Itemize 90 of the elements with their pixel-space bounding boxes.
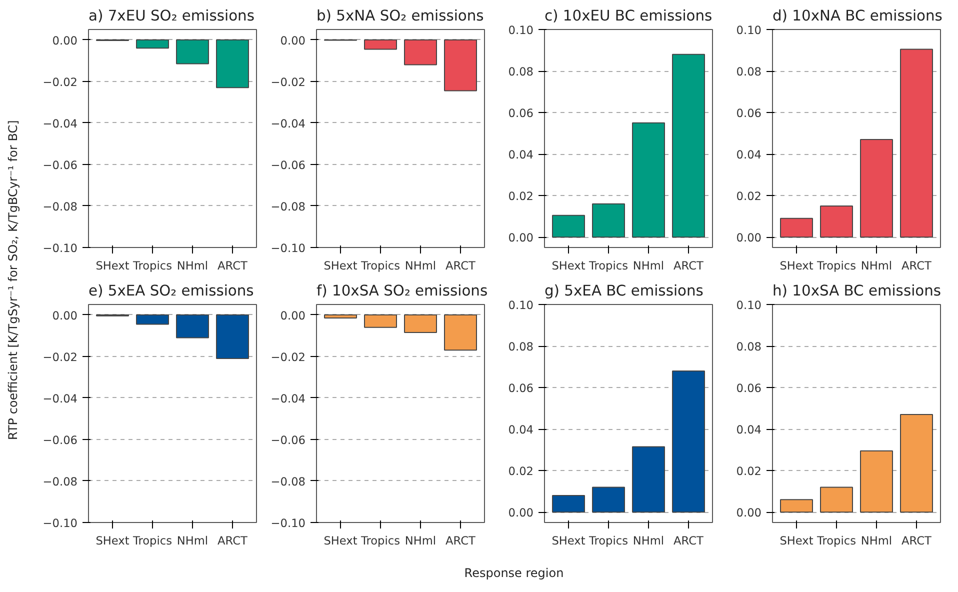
y-tick-label: −0.02	[42, 74, 78, 89]
x-tick-label: SHext	[552, 258, 586, 272]
y-tick-label: −0.08	[270, 199, 306, 214]
x-tick-label: NHml	[176, 258, 208, 272]
y-tick-label: 0.02	[508, 189, 534, 204]
y-tick-label: −0.06	[270, 432, 306, 447]
x-tick-label: SHext	[780, 258, 814, 272]
y-tick-label: −0.04	[270, 116, 306, 130]
y-tick-label: −0.06	[270, 158, 306, 172]
x-tick-label: Tropics	[132, 534, 172, 548]
x-tick-label: NHml	[404, 258, 436, 272]
x-tick-label: NHml	[632, 534, 664, 548]
y-tick-label: 0.06	[508, 381, 534, 396]
y-tick-label: 0.04	[736, 148, 762, 162]
chart-title: d) 10xNA BC emissions	[772, 8, 942, 24]
x-tick-label: SHext	[780, 534, 814, 548]
y-tick-label: 0.00	[736, 506, 762, 520]
x-tick-label: ARCT	[674, 258, 704, 272]
y-tick-label: −0.04	[270, 391, 306, 406]
y-tick-label: 0.06	[736, 106, 762, 120]
y-tick-label: −0.08	[270, 474, 306, 488]
chart-title: a) 7xEU SO₂ emissions	[88, 8, 254, 24]
x-tick-label: Tropics	[360, 534, 400, 548]
y-tick-label: −0.10	[42, 516, 78, 530]
y-tick-label: 0.02	[508, 464, 534, 478]
y-tick-label: 0.00	[736, 230, 762, 245]
x-tick-label: SHext	[552, 534, 586, 548]
y-tick-label: 0.04	[736, 422, 762, 437]
chart-title: e) 5xEA SO₂ emissions	[88, 282, 254, 300]
y-tick-label: −0.04	[42, 116, 78, 130]
y-tick-label: −0.08	[42, 474, 78, 488]
x-tick-label: SHext	[324, 258, 358, 272]
x-tick-label: ARCT	[902, 534, 932, 548]
y-tick-label: −0.04	[42, 391, 78, 406]
x-tick-label: Tropics	[588, 534, 628, 548]
y-tick-label: 0.00	[508, 230, 534, 245]
x-tick-label: SHext	[96, 534, 130, 548]
y-tick-label: 0.08	[508, 64, 534, 79]
y-tick-label: 0.10	[736, 23, 762, 37]
y-tick-label: 0.02	[736, 464, 762, 478]
y-tick-label: 0.10	[508, 23, 534, 37]
y-tick-label: 0.02	[736, 189, 762, 204]
x-tick-label: Tropics	[816, 258, 856, 272]
y-tick-label: 0.06	[736, 381, 762, 396]
y-tick-label: 0.08	[508, 340, 534, 354]
y-tick-label: −0.06	[42, 432, 78, 447]
x-tick-label: ARCT	[674, 534, 704, 548]
x-tick-label: NHml	[176, 534, 208, 548]
y-tick-label: −0.06	[42, 158, 78, 172]
chart-title: b) 5xNA SO₂ emissions	[316, 8, 484, 24]
y-tick-label: −0.02	[42, 350, 78, 364]
x-tick-label: Tropics	[132, 258, 172, 272]
x-tick-label: ARCT	[218, 534, 248, 548]
x-tick-label: Tropics	[588, 258, 628, 272]
y-axis-title: RTP coefficient [K/TgSyr⁻¹ for SO₂, K/TgBCyr⁻¹ for BC]	[5, 120, 21, 440]
x-tick-label: ARCT	[902, 258, 932, 272]
x-tick-label: ARCT	[218, 258, 248, 272]
x-tick-label: NHml	[404, 534, 436, 548]
y-tick-label: −0.02	[270, 74, 306, 89]
y-tick-label: 0.04	[508, 148, 534, 162]
x-tick-label: SHext	[96, 258, 130, 272]
chart-title: c) 10xEU BC emissions	[544, 8, 712, 24]
y-tick-label: 0.08	[736, 64, 762, 79]
chart-title: h) 10xSA BC emissions	[772, 282, 942, 300]
chart-title: f) 10xSA SO₂ emissions	[316, 282, 488, 300]
y-tick-label: −0.10	[42, 241, 78, 255]
x-tick-label: NHml	[860, 258, 892, 272]
x-tick-label: NHml	[860, 534, 892, 548]
y-tick-label: −0.10	[270, 241, 306, 255]
y-tick-label: 0.00	[280, 308, 306, 322]
x-tick-label: ARCT	[446, 258, 476, 272]
y-tick-label: 0.04	[508, 422, 534, 437]
y-tick-label: 0.08	[736, 340, 762, 354]
y-tick-label: −0.02	[270, 350, 306, 364]
y-tick-label: 0.00	[280, 33, 306, 48]
chart-title: g) 5xEA BC emissions	[544, 282, 704, 300]
x-tick-label: Tropics	[816, 534, 856, 548]
x-tick-label: Tropics	[360, 258, 400, 272]
x-tick-label: NHml	[632, 258, 664, 272]
y-tick-label: 0.00	[52, 33, 78, 48]
y-tick-label: 0.00	[508, 506, 534, 520]
y-tick-label: 0.10	[736, 298, 762, 312]
y-tick-label: −0.08	[42, 199, 78, 214]
x-tick-label: SHext	[324, 534, 358, 548]
y-tick-label: 0.00	[52, 308, 78, 322]
y-tick-label: −0.10	[270, 516, 306, 530]
x-tick-label: ARCT	[446, 534, 476, 548]
x-axis-title: Response region	[464, 565, 564, 582]
y-tick-label: 0.06	[508, 106, 534, 120]
y-tick-label: 0.10	[508, 298, 534, 312]
